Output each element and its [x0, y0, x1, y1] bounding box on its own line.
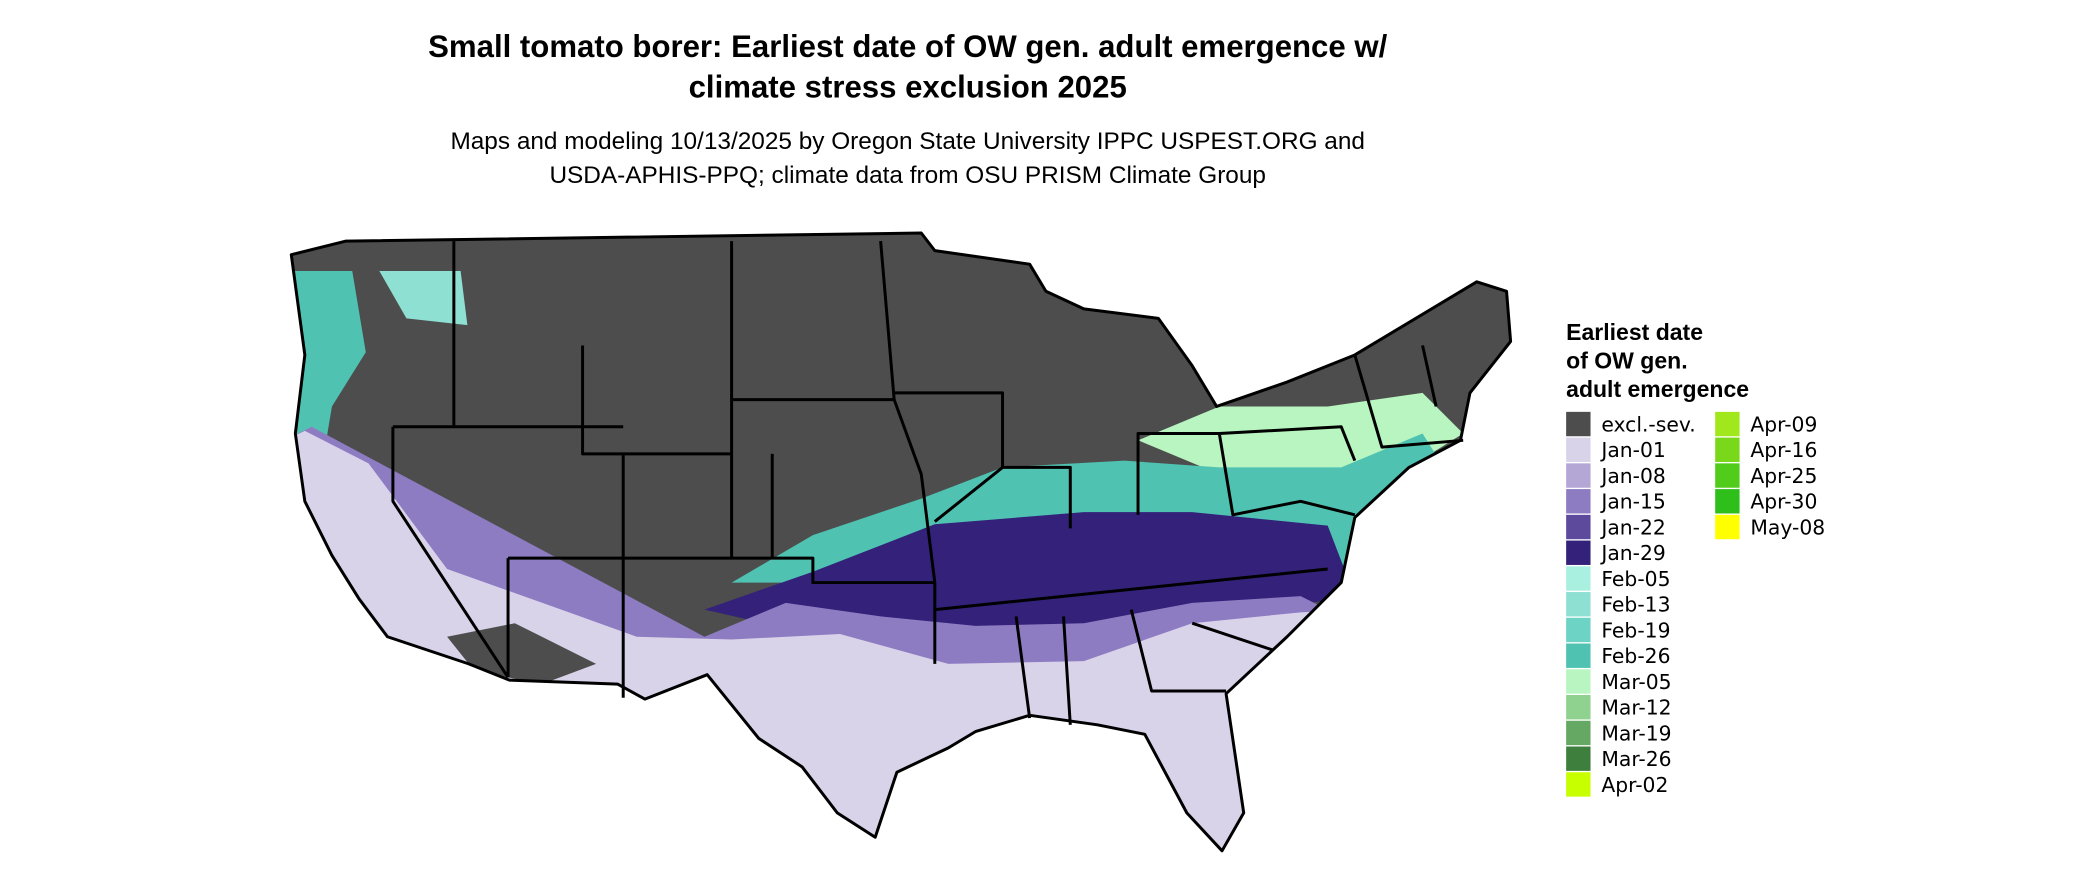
legend-label: Apr-16 — [1750, 438, 1817, 462]
legend-swatch — [1566, 695, 1591, 720]
legend-label: Apr-25 — [1750, 464, 1817, 488]
legend-swatch — [1566, 566, 1591, 591]
legend-label: Jan-08 — [1599, 464, 1666, 488]
legend-swatch — [1566, 540, 1591, 565]
map-region — [291, 270, 366, 448]
legend-swatch — [1566, 720, 1591, 746]
legend-swatch — [1566, 514, 1591, 540]
legend-label: Apr-30 — [1750, 490, 1817, 514]
legend-label: Feb-05 — [1601, 567, 1670, 591]
legend-swatch — [1566, 746, 1591, 771]
legend-swatch — [1715, 437, 1740, 462]
legend-label: Feb-19 — [1601, 618, 1670, 642]
legend-title: of OW gen. — [1566, 348, 1687, 374]
legend-swatch — [1715, 514, 1740, 540]
legend-label: Mar-26 — [1601, 747, 1671, 771]
legend-label: excl.-sev. — [1601, 412, 1695, 436]
legend-label: Mar-12 — [1601, 696, 1671, 720]
legend-label: Mar-05 — [1601, 670, 1671, 694]
map — [291, 233, 1511, 851]
subtitle: Maps and modeling 10/13/2025 by Oregon S… — [450, 128, 1365, 155]
canvas: Small tomato borer: Earliest date of OW … — [289, 29, 1825, 853]
legend-label: Jan-01 — [1599, 438, 1666, 462]
legend: Earliest date of OW gen. adult emergence… — [1566, 319, 1825, 797]
legend-swatch — [1566, 463, 1591, 488]
legend-swatch — [1566, 592, 1591, 617]
legend-swatch — [1566, 669, 1591, 694]
legend-swatch — [1715, 463, 1740, 488]
legend-title: adult emergence — [1566, 376, 1749, 402]
legend-swatch — [1715, 489, 1740, 514]
legend-swatch — [1566, 489, 1591, 514]
legend-swatch — [1715, 411, 1740, 437]
legend-label: Apr-09 — [1750, 412, 1817, 436]
subtitle: USDA-APHIS-PPQ; climate data from OSU PR… — [549, 162, 1266, 189]
legend-swatch — [1566, 643, 1591, 668]
legend-label: Jan-29 — [1599, 541, 1666, 565]
legend-label: Jan-22 — [1599, 515, 1666, 539]
legend-swatch — [1566, 437, 1591, 462]
legend-label: Apr-02 — [1601, 773, 1668, 797]
legend-label: Mar-19 — [1601, 721, 1671, 745]
legend-title: Earliest date — [1566, 319, 1703, 345]
legend-label: Feb-13 — [1601, 593, 1670, 617]
title: climate stress exclusion 2025 — [689, 70, 1127, 105]
legend-swatch — [1566, 411, 1591, 437]
legend-label: Feb-26 — [1601, 644, 1670, 668]
legend-swatch — [1566, 617, 1591, 643]
map-region — [379, 270, 468, 326]
legend-label: May-08 — [1750, 515, 1825, 539]
state-borders — [289, 231, 1513, 853]
title: Small tomato borer: Earliest date of OW … — [428, 29, 1387, 64]
legend-swatch — [1566, 772, 1591, 797]
legend-label: Jan-15 — [1599, 490, 1666, 514]
